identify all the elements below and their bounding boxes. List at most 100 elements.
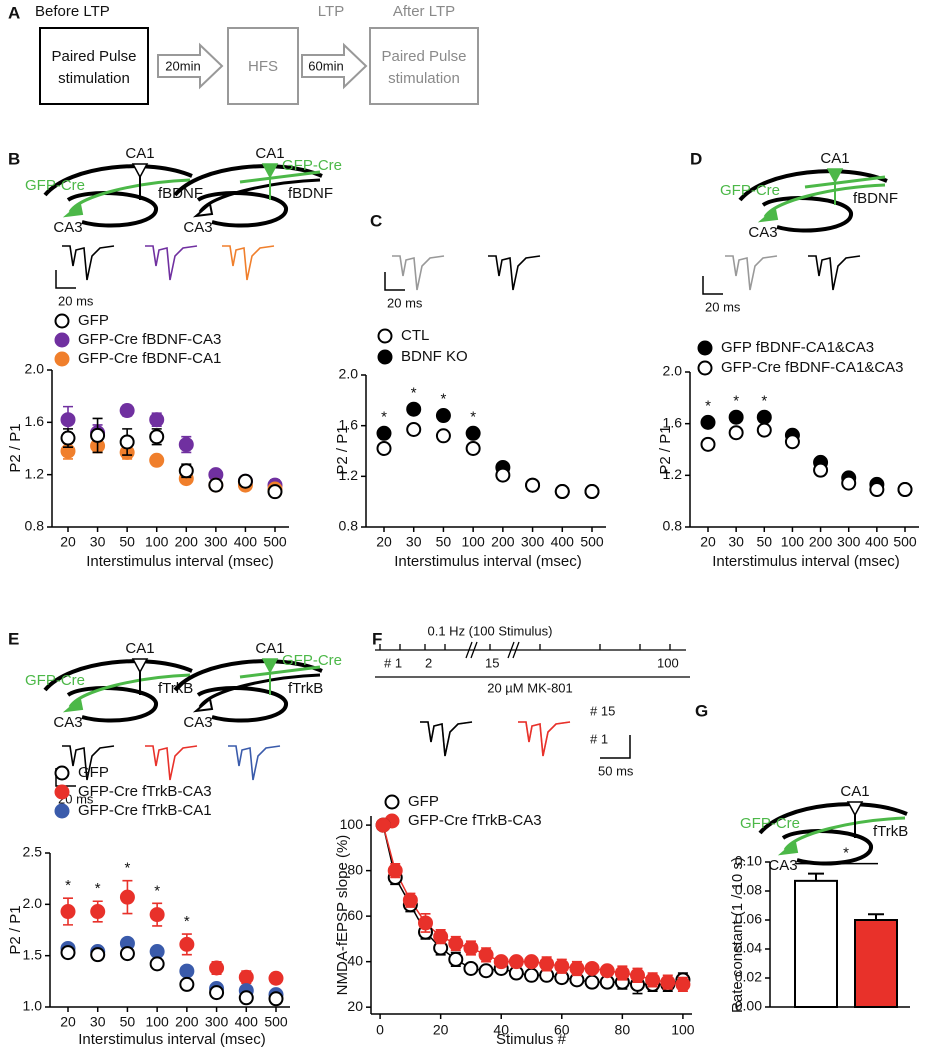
- step-text: Paired Pulse: [51, 48, 136, 65]
- label-target: fBDNF: [288, 185, 333, 202]
- data-point: [478, 963, 494, 979]
- ca3-arrow: [757, 207, 779, 223]
- panel-letter: C: [370, 211, 382, 230]
- data-point: [554, 958, 570, 974]
- label-cre: GFP-Cre: [740, 815, 800, 832]
- data-point: [433, 929, 449, 945]
- data-point: [813, 462, 829, 478]
- data-point: [435, 428, 451, 444]
- data-point: [524, 954, 539, 970]
- data-point: [119, 946, 135, 962]
- step-box: [369, 27, 479, 105]
- x-tick-label: 400: [235, 1014, 259, 1030]
- x-axis-label: Interstimulus interval (msec): [712, 553, 900, 570]
- panel-letter: B: [8, 149, 20, 168]
- data-point: [376, 440, 392, 456]
- neuron: [131, 163, 149, 179]
- trace: [518, 721, 571, 757]
- panel-letter: F: [372, 629, 382, 648]
- ca1-green: [239, 170, 321, 184]
- data-point: [465, 440, 481, 456]
- y-axis-label: P2 / P1: [334, 425, 351, 474]
- x-tick-label: 20: [376, 534, 392, 550]
- legend-label: GFP-Cre fTrkB-CA1: [78, 802, 212, 819]
- trace: [145, 245, 198, 281]
- label-target: fTrkB: [873, 823, 908, 840]
- data-point: [660, 974, 676, 990]
- data-point: [60, 430, 76, 446]
- data-point: [869, 482, 885, 498]
- data-point: [375, 817, 391, 833]
- trace: [222, 245, 275, 281]
- y-tick-label: 100: [340, 816, 364, 832]
- data-point: [478, 947, 494, 963]
- x-tick-label: 50: [119, 534, 135, 550]
- data-point: [267, 484, 283, 500]
- data-point: [60, 904, 76, 920]
- data-point: [208, 477, 224, 493]
- y-tick-label: 2.0: [663, 363, 683, 379]
- timeline: [375, 641, 690, 678]
- data-point: [119, 403, 135, 419]
- legend-label: GFP-Cre fBDNF-CA1: [78, 350, 221, 367]
- data-point: [784, 434, 800, 450]
- data-point: [238, 969, 254, 985]
- legend-marker: [54, 803, 70, 819]
- significance: *: [441, 391, 447, 408]
- y-tick-label: 0.02: [735, 969, 762, 985]
- y-tick-label: 1.6: [663, 414, 683, 430]
- error-bar: [808, 872, 824, 881]
- timeline-text: 0.1 Hz (100 Stimulus): [428, 623, 553, 638]
- ca3-arrow: [777, 840, 799, 856]
- label-ca1: CA1: [125, 640, 154, 657]
- data-point: [406, 401, 422, 417]
- y-axis-label: NMDA-fEPSP slope (%): [334, 835, 351, 996]
- significance: *: [733, 392, 739, 409]
- label-cre: GFP-Cre: [25, 672, 85, 689]
- label-ca3: CA3: [53, 219, 82, 236]
- data-point: [268, 970, 284, 986]
- data-point: [402, 892, 418, 908]
- data-point: [179, 976, 195, 992]
- timeline-text: 20 µM MK-801: [487, 680, 573, 695]
- arrow-text: 60min: [308, 58, 343, 73]
- legend-marker: [54, 332, 70, 348]
- y-tick-label: 1.0: [23, 998, 43, 1014]
- ca3-arrow: [62, 202, 84, 218]
- data-point: [465, 425, 481, 441]
- y-tick-label: 80: [347, 861, 363, 877]
- data-point: [178, 463, 194, 479]
- scale-label: 20 ms: [387, 295, 423, 310]
- schaffer-axon: [783, 816, 906, 851]
- y-tick-label: 1.5: [23, 946, 43, 962]
- y-tick-label: 0.8: [663, 518, 683, 534]
- y-tick-label: 1.2: [339, 467, 359, 483]
- x-tick-label: 30: [90, 534, 106, 550]
- data-point: [90, 947, 106, 963]
- x-tick-label: 40: [493, 1022, 509, 1038]
- y-tick-label: 1.6: [25, 413, 45, 429]
- x-tick-label: 50: [756, 534, 772, 550]
- label-ca3: CA3: [748, 224, 777, 241]
- data-point: [178, 437, 194, 453]
- data-point: [60, 412, 76, 428]
- x-tick-label: 300: [205, 1014, 229, 1030]
- data-point: [728, 425, 744, 441]
- data-point: [149, 429, 165, 445]
- data-point: [448, 951, 464, 967]
- hippocampus-ca1: [173, 164, 323, 197]
- data-point: [645, 972, 661, 988]
- hippocampus-ca1: [173, 659, 323, 692]
- step-text: HFS: [248, 58, 278, 75]
- schaffer-axon: [68, 673, 191, 708]
- x-tick-label: 100: [671, 1022, 695, 1038]
- x-tick-label: 80: [615, 1022, 631, 1038]
- x-tick-label: 500: [580, 534, 604, 550]
- ca3-arrow: [192, 697, 214, 713]
- label-target: fBDNF: [853, 190, 898, 207]
- legend-label: GFP-Cre fTrkB-CA3: [78, 783, 212, 800]
- data-point: [756, 409, 772, 425]
- y-tick-label: 0.8: [25, 518, 45, 534]
- schaffer-axon: [68, 178, 191, 213]
- x-tick-label: 100: [145, 534, 169, 550]
